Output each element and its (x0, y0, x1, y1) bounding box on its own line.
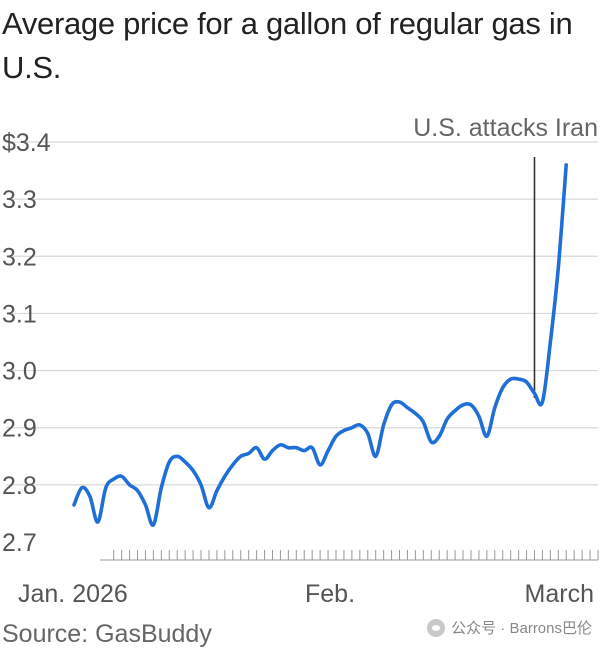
y-tick-label: 3.2 (2, 243, 37, 271)
event-annotation: U.S. attacks Iran (413, 114, 598, 398)
series-layer (72, 163, 568, 527)
y-axis-tick-labels: 2.7 2.8 2.9 3.0 3.1 3.2 3.3 $3.4 (2, 129, 51, 557)
gridlines (6, 141, 598, 486)
price-line (72, 163, 568, 527)
wechat-icon (427, 618, 446, 637)
x-tick-label: Jan. 2026 (18, 580, 128, 608)
y-tick-label: 2.7 (2, 529, 37, 557)
chart-title: Average price for a gallon of regular ga… (2, 6, 573, 85)
watermark-text: 公众号 · Barrons巴伦 (451, 620, 592, 637)
annotation-label: U.S. attacks Iran (413, 114, 598, 142)
y-tick-label: 3.3 (2, 186, 37, 214)
y-tick-label: $3.4 (2, 129, 51, 157)
source-note: Source: GasBuddy (2, 620, 212, 648)
x-tick-label: March (525, 580, 594, 608)
y-tick-label: 2.8 (2, 472, 37, 500)
watermark: 公众号 · Barrons巴伦 (427, 617, 592, 638)
y-tick-label: 3.1 (2, 300, 37, 328)
x-axis: Jan. 2026 Feb. March (18, 550, 599, 608)
y-tick-label: 2.9 (2, 415, 37, 443)
x-tick-label: Feb. (305, 580, 355, 608)
y-tick-label: 3.0 (2, 358, 37, 386)
